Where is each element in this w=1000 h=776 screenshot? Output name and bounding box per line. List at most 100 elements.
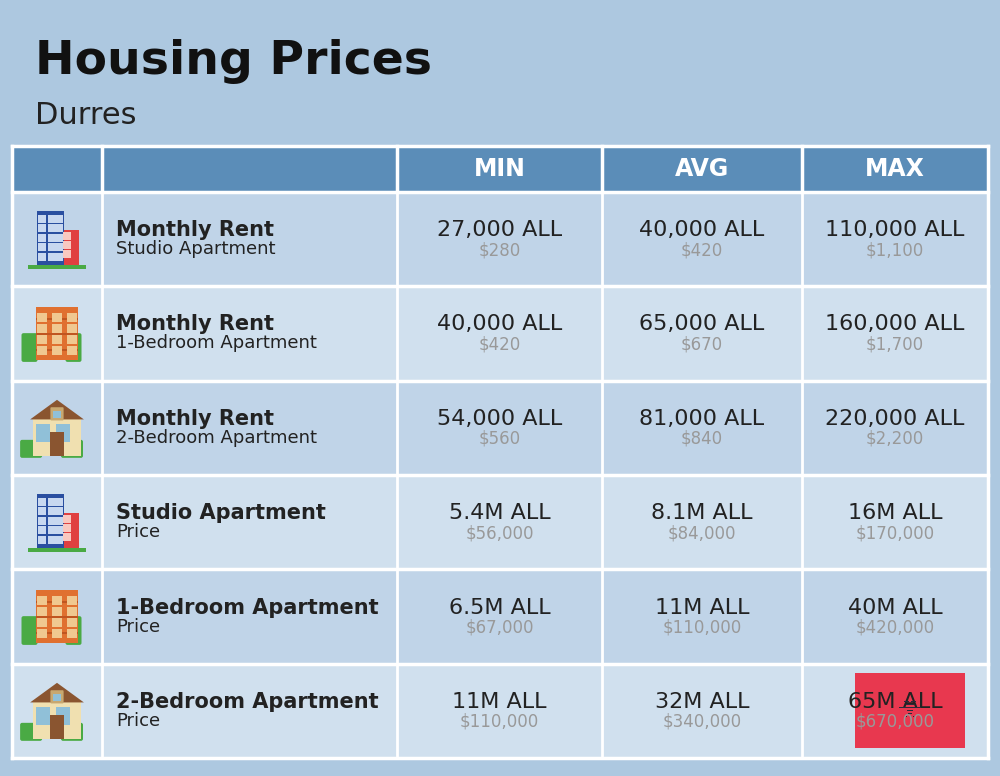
FancyBboxPatch shape xyxy=(50,690,64,703)
Text: 40M ALL: 40M ALL xyxy=(848,598,942,618)
FancyBboxPatch shape xyxy=(52,324,62,333)
FancyBboxPatch shape xyxy=(38,517,46,525)
FancyBboxPatch shape xyxy=(67,335,77,344)
FancyBboxPatch shape xyxy=(37,629,47,638)
FancyBboxPatch shape xyxy=(66,616,82,645)
Text: $420: $420 xyxy=(681,241,723,259)
Text: $560: $560 xyxy=(478,430,521,448)
Text: $670: $670 xyxy=(681,335,723,354)
FancyBboxPatch shape xyxy=(48,526,56,534)
FancyBboxPatch shape xyxy=(36,616,78,618)
FancyBboxPatch shape xyxy=(55,526,63,534)
FancyBboxPatch shape xyxy=(602,570,802,663)
FancyBboxPatch shape xyxy=(397,475,602,570)
FancyBboxPatch shape xyxy=(64,514,79,549)
Text: Monthly Rent: Monthly Rent xyxy=(116,314,274,334)
FancyBboxPatch shape xyxy=(50,431,64,456)
FancyBboxPatch shape xyxy=(397,286,602,381)
Text: 1-Bedroom Apartment: 1-Bedroom Apartment xyxy=(116,598,379,618)
Text: $110,000: $110,000 xyxy=(460,713,539,731)
FancyBboxPatch shape xyxy=(63,232,71,241)
FancyBboxPatch shape xyxy=(67,346,77,355)
FancyBboxPatch shape xyxy=(397,663,602,758)
Text: MIN: MIN xyxy=(474,157,525,181)
FancyBboxPatch shape xyxy=(397,381,602,475)
FancyBboxPatch shape xyxy=(38,498,46,506)
FancyBboxPatch shape xyxy=(12,663,102,758)
FancyBboxPatch shape xyxy=(397,192,602,286)
FancyBboxPatch shape xyxy=(855,673,965,748)
Text: Durres: Durres xyxy=(35,102,136,130)
Text: Studio Apartment: Studio Apartment xyxy=(116,503,326,523)
FancyBboxPatch shape xyxy=(38,234,46,241)
FancyBboxPatch shape xyxy=(38,526,46,534)
FancyBboxPatch shape xyxy=(63,515,71,523)
Text: $56,000: $56,000 xyxy=(465,524,534,542)
Text: 2-Bedroom Apartment: 2-Bedroom Apartment xyxy=(116,429,317,447)
FancyBboxPatch shape xyxy=(37,596,47,605)
Text: $67,000: $67,000 xyxy=(465,618,534,636)
FancyBboxPatch shape xyxy=(67,618,77,627)
Text: 5.4M ALL: 5.4M ALL xyxy=(449,503,550,523)
FancyBboxPatch shape xyxy=(55,215,63,223)
FancyBboxPatch shape xyxy=(22,333,38,362)
FancyBboxPatch shape xyxy=(602,381,802,475)
FancyBboxPatch shape xyxy=(37,335,47,344)
Text: 1-Bedroom Apartment: 1-Bedroom Apartment xyxy=(116,334,317,352)
Text: Price: Price xyxy=(116,523,160,541)
FancyBboxPatch shape xyxy=(37,346,47,355)
FancyBboxPatch shape xyxy=(67,324,77,333)
FancyBboxPatch shape xyxy=(37,494,64,549)
Text: 16M ALL: 16M ALL xyxy=(848,503,942,523)
FancyBboxPatch shape xyxy=(48,224,56,232)
Text: $1,100: $1,100 xyxy=(866,241,924,259)
FancyBboxPatch shape xyxy=(52,618,62,627)
Text: 110,000 ALL: 110,000 ALL xyxy=(825,220,965,240)
FancyBboxPatch shape xyxy=(12,286,102,381)
FancyBboxPatch shape xyxy=(52,629,62,638)
FancyBboxPatch shape xyxy=(52,335,62,344)
Text: 2-Bedroom Apartment: 2-Bedroom Apartment xyxy=(116,692,379,712)
Text: 32M ALL: 32M ALL xyxy=(655,692,749,712)
FancyBboxPatch shape xyxy=(602,663,802,758)
FancyBboxPatch shape xyxy=(52,596,62,605)
FancyBboxPatch shape xyxy=(55,243,63,251)
FancyBboxPatch shape xyxy=(37,618,47,627)
Text: 8.1M ALL: 8.1M ALL xyxy=(651,503,753,523)
FancyBboxPatch shape xyxy=(48,234,56,241)
FancyBboxPatch shape xyxy=(48,517,56,525)
FancyBboxPatch shape xyxy=(52,313,62,322)
Text: 65,000 ALL: 65,000 ALL xyxy=(639,314,765,334)
FancyBboxPatch shape xyxy=(63,524,71,532)
FancyBboxPatch shape xyxy=(61,440,83,458)
FancyBboxPatch shape xyxy=(67,313,77,322)
FancyBboxPatch shape xyxy=(53,694,61,701)
FancyBboxPatch shape xyxy=(802,192,988,286)
Text: $420,000: $420,000 xyxy=(855,618,935,636)
Text: $670,000: $670,000 xyxy=(856,713,934,731)
Text: Price: Price xyxy=(116,618,160,636)
Text: $110,000: $110,000 xyxy=(662,618,742,636)
FancyBboxPatch shape xyxy=(33,702,81,739)
FancyBboxPatch shape xyxy=(602,475,802,570)
FancyBboxPatch shape xyxy=(102,570,397,663)
FancyBboxPatch shape xyxy=(802,570,988,663)
FancyBboxPatch shape xyxy=(102,146,397,192)
FancyBboxPatch shape xyxy=(48,535,56,543)
FancyBboxPatch shape xyxy=(102,475,397,570)
FancyBboxPatch shape xyxy=(38,243,46,251)
FancyBboxPatch shape xyxy=(56,707,70,725)
FancyBboxPatch shape xyxy=(802,286,988,381)
FancyBboxPatch shape xyxy=(48,252,56,261)
FancyBboxPatch shape xyxy=(48,508,56,515)
FancyBboxPatch shape xyxy=(55,234,63,241)
FancyBboxPatch shape xyxy=(36,349,78,351)
FancyBboxPatch shape xyxy=(102,381,397,475)
Text: 11M ALL: 11M ALL xyxy=(452,692,547,712)
Polygon shape xyxy=(30,400,84,420)
Text: Monthly Rent: Monthly Rent xyxy=(116,220,274,240)
FancyBboxPatch shape xyxy=(52,607,62,616)
FancyBboxPatch shape xyxy=(102,663,397,758)
Text: 11M ALL: 11M ALL xyxy=(655,598,749,618)
FancyBboxPatch shape xyxy=(12,381,102,475)
